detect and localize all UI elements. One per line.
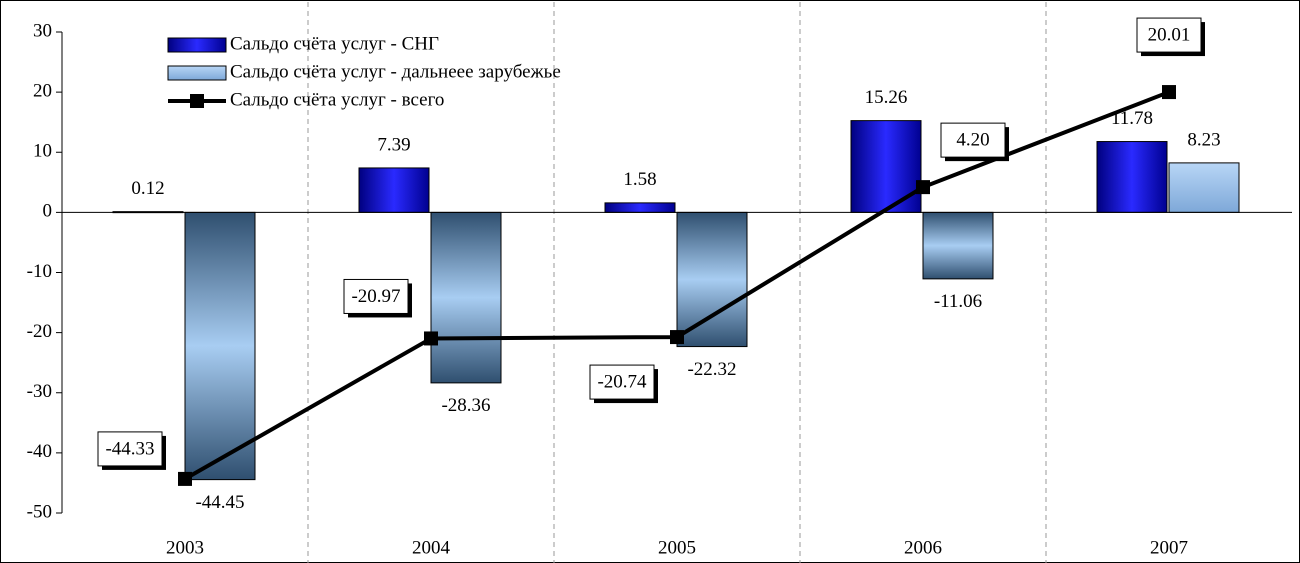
y-tick-label: -50: [27, 501, 52, 522]
marker: [670, 330, 684, 345]
data-label: -22.32: [687, 359, 736, 380]
x-tick-label: 2005: [658, 537, 696, 558]
data-label: -44.33: [105, 438, 154, 459]
x-tick-label: 2007: [1150, 537, 1188, 558]
marker: [1162, 85, 1176, 100]
label-box: [940, 122, 1006, 158]
data-label: -28.36: [441, 395, 490, 416]
x-tick-label: 2006: [904, 537, 942, 558]
legend-label: Сальдо счёта услуг - СНГ: [230, 33, 439, 54]
bar: [358, 167, 430, 213]
bar: [604, 202, 676, 213]
data-label: -20.97: [351, 286, 400, 307]
bar: [850, 120, 922, 213]
y-tick-label: 0: [43, 201, 53, 222]
marker: [916, 180, 930, 195]
label-box: [97, 431, 163, 467]
data-label: 1.58: [623, 169, 656, 190]
data-label: 11.78: [1111, 108, 1153, 129]
marker: [424, 331, 438, 346]
data-label: 7.39: [377, 134, 410, 155]
x-tick-label: 2004: [412, 537, 451, 558]
bar: [430, 211, 502, 384]
legend-swatch: [167, 37, 227, 53]
bar: [184, 211, 256, 481]
label-box: [343, 278, 409, 314]
y-tick-label: -40: [27, 441, 52, 462]
legend-label: Сальдо счёта услуг - дальнеее зарубежье: [230, 61, 561, 82]
data-label: 4.20: [956, 129, 989, 150]
y-tick-label: 20: [33, 80, 52, 101]
data-label: 0.12: [131, 178, 164, 199]
data-label: 8.23: [1187, 129, 1220, 150]
data-label: 15.26: [865, 87, 908, 108]
y-tick-label: 30: [33, 20, 52, 41]
legend-swatch: [167, 65, 227, 81]
data-label: -11.06: [934, 291, 982, 312]
data-label: -44.45: [195, 492, 244, 513]
data-label: 20.01: [1148, 24, 1191, 45]
bar: [1168, 162, 1240, 213]
legend-marker: [190, 94, 204, 108]
label-box: [589, 364, 655, 400]
bar: [922, 211, 994, 280]
y-tick-label: -30: [27, 381, 52, 402]
data-label: -20.74: [597, 371, 647, 392]
label-box: [1136, 17, 1202, 53]
y-tick-label: 10: [33, 141, 52, 162]
marker: [178, 471, 192, 486]
bar: [1096, 141, 1168, 213]
legend-label: Сальдо счёта услуг - всего: [230, 89, 444, 110]
y-tick-label: -20: [27, 321, 52, 342]
x-tick-label: 2003: [166, 537, 204, 558]
bar: [676, 211, 748, 348]
y-tick-label: -10: [27, 261, 52, 282]
